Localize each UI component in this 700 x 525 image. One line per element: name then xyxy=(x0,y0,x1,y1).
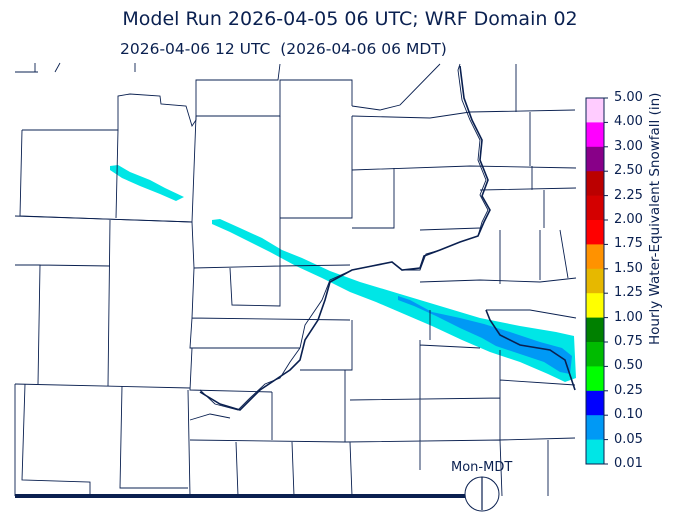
colorbar-tick-label: 0.25 xyxy=(614,382,643,398)
colorbar-frame xyxy=(585,97,605,465)
colorbar-tick-label: 1.50 xyxy=(614,260,643,276)
colorbar-segment xyxy=(586,415,604,441)
political-boundaries xyxy=(14,62,577,497)
colorbar-segment xyxy=(586,195,604,221)
colorbar-segment xyxy=(586,98,604,123)
state-boundaries xyxy=(199,65,576,411)
colorbar-tick-label: 1.25 xyxy=(614,285,643,301)
colorbar-tick-label: 2.25 xyxy=(614,187,643,203)
colorbar-segment xyxy=(586,122,604,148)
colorbar-tick-label: 1.00 xyxy=(614,309,643,325)
colorbar-segment xyxy=(586,268,604,294)
colorbar-tick-label: 0.50 xyxy=(614,358,643,374)
colorbar-segment xyxy=(586,146,604,172)
colorbar-label: Hourly Water-Equivalent Snowfall (in) xyxy=(647,92,663,345)
colorbar xyxy=(585,97,608,465)
colorbar-tick-label: 0.10 xyxy=(614,407,643,423)
clock-label: Mon-MDT xyxy=(451,460,513,475)
colorbar-tick-label: 2.50 xyxy=(614,163,643,179)
colorbar-segment xyxy=(586,366,604,392)
clock-icon xyxy=(464,476,500,512)
colorbar-segment xyxy=(586,439,604,465)
snow-band-light-main xyxy=(212,219,576,382)
colorbar-segment xyxy=(586,171,604,197)
colorbar-tick-label: 2.00 xyxy=(614,212,643,227)
figure-title: Model Run 2026-04-05 06 UTC; WRF Domain … xyxy=(122,8,578,30)
valid-time-subtitle: 2026-04-06 12 UTC (2026-04-06 06 MDT) xyxy=(120,40,447,58)
snow-band-moderate xyxy=(398,296,572,374)
colorbar-segment xyxy=(586,293,604,319)
colorbar-segment xyxy=(586,317,604,343)
colorbar-tick-label: 0.05 xyxy=(614,431,643,447)
colorbar-segment xyxy=(586,244,604,270)
colorbar-tick-label: 1.75 xyxy=(614,236,643,252)
colorbar-segment xyxy=(586,390,604,416)
colorbar-segment xyxy=(586,220,604,245)
snowfall-field xyxy=(110,165,576,382)
colorbar-tick-label: 4.00 xyxy=(614,114,643,130)
colorbar-tick-label: 0.01 xyxy=(614,456,643,471)
colorbar-tick-label: 0.75 xyxy=(614,334,643,349)
colorbar-tick-label: 3.00 xyxy=(614,138,643,154)
colorbar-tick-label: 5.00 xyxy=(614,90,643,105)
snow-band-light-north xyxy=(110,165,184,201)
colorbar-segment xyxy=(586,342,604,367)
